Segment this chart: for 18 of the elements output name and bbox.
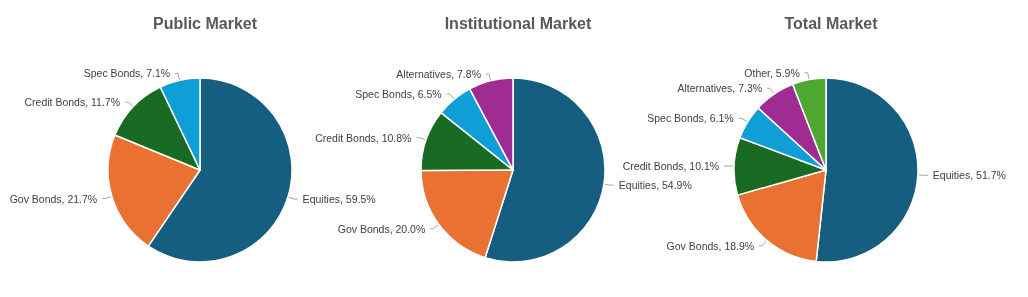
chart-title: Public Market [152,14,258,32]
slice-label: Equities, 59.5% [302,193,376,206]
slice-label: Equities, 54.9% [618,179,692,192]
slice-label: Spec Bonds, 7.1% [83,67,171,80]
slice-label: Spec Bonds, 6.5% [355,87,442,100]
slice-label: Equities, 51.7% [932,169,1006,182]
slice-label: Credit Bonds, 11.7% [24,96,121,108]
slice-label: Credit Bonds, 10.1% [622,159,720,172]
slice-label: Alternatives, 7.3% [677,82,763,95]
slice-label: Gov Bonds, 21.7% [9,192,98,205]
slice-label: Gov Bonds, 18.9% [666,239,755,252]
slice-label: Credit Bonds, 10.8% [315,131,412,144]
slice-label: Gov Bonds, 20.0% [337,222,426,235]
slice-label: Spec Bonds, 6.1% [647,112,734,125]
slice-label: Alternatives, 7.8% [396,67,481,80]
chart-title: Total Market [784,14,879,32]
chart-title: Institutional Market [444,14,593,32]
slice-label: Other, 5.9% [744,66,800,79]
